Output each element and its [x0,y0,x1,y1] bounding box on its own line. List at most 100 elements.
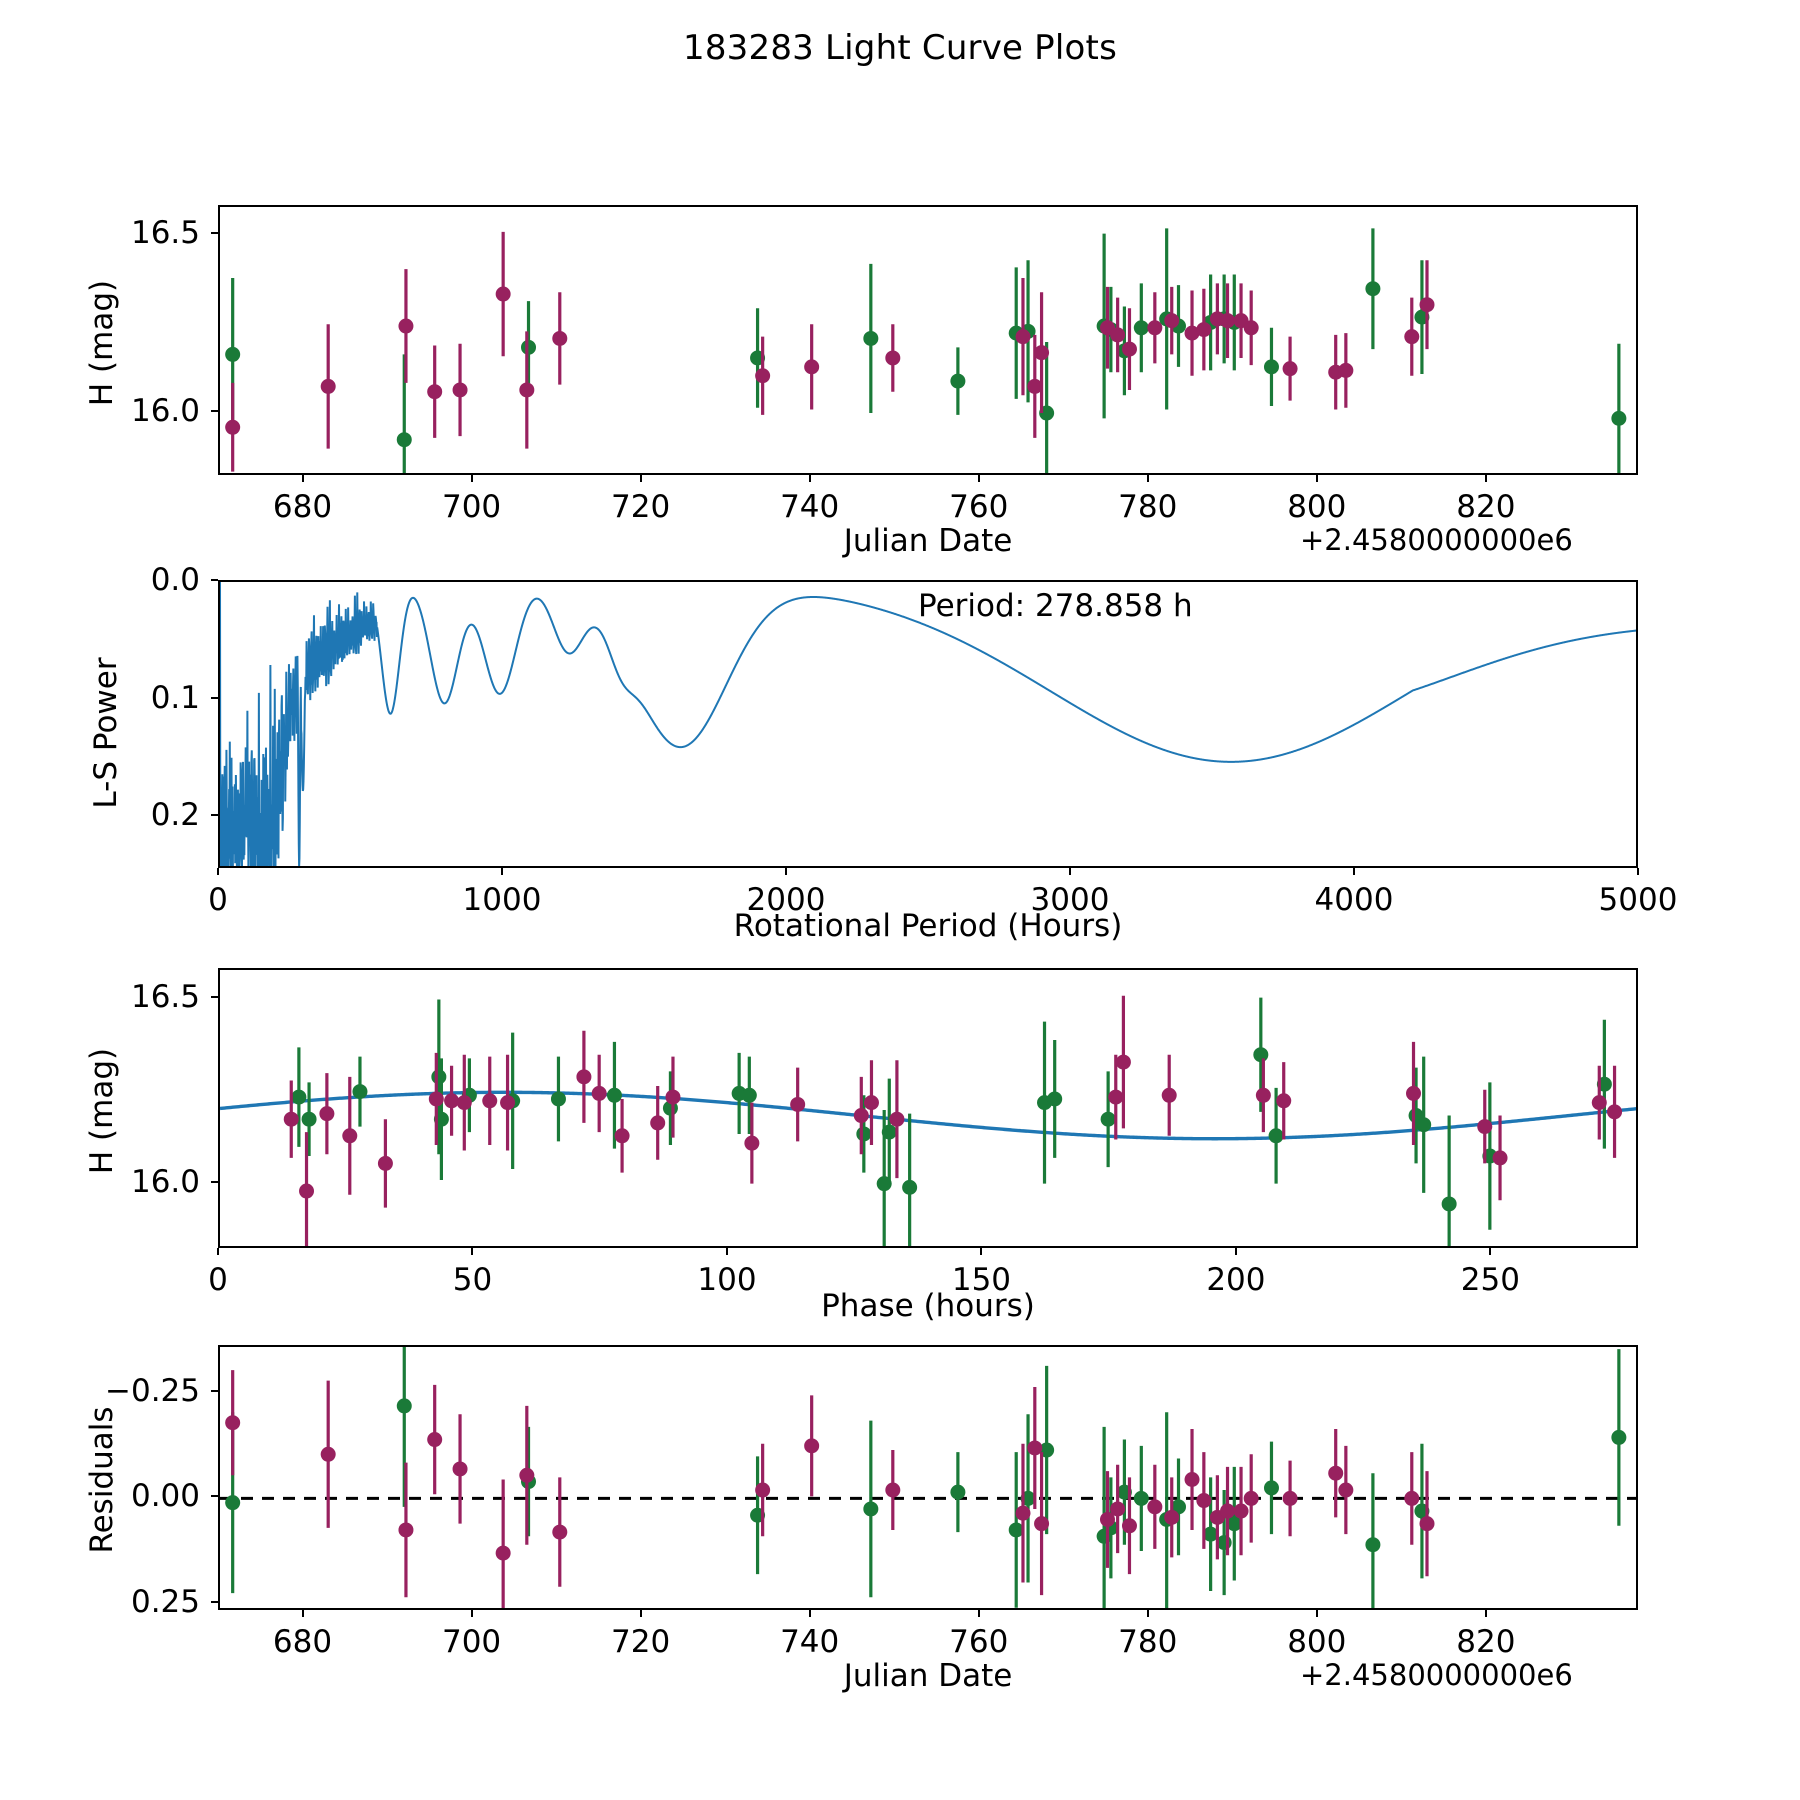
figure-title: 183283 Light Curve Plots [683,28,1117,68]
data-point [1147,320,1163,336]
data-point [1110,327,1126,343]
x-tickmark [639,475,642,482]
periodogram-ylabel: L-S Power [88,657,124,809]
data-point [452,382,468,398]
data-point [552,330,568,346]
data-point [1416,1117,1432,1133]
y-tickmark [211,1495,218,1498]
data-point [1338,1482,1354,1498]
data-point [1365,1537,1381,1553]
data-point [299,1183,315,1199]
data-point [1047,1091,1063,1107]
data-point [591,1085,607,1101]
data-point [521,339,537,355]
data-point [550,1091,566,1107]
data-point [1133,1490,1149,1506]
x-tick-label: 820 [1456,489,1516,525]
y-tickmark [211,232,218,235]
data-point [1196,1493,1212,1509]
data-point [1196,322,1212,338]
data-point [1100,1511,1115,1527]
data-point [1015,329,1031,345]
data-point [1611,1429,1627,1445]
data-point [1365,281,1381,297]
x-tick-label: 700 [441,1624,502,1660]
y-tick-label: 0.00 [130,1478,200,1515]
x-tickmark [725,1248,728,1255]
data-point [1027,378,1043,394]
y-tick-label: 0.2 [150,797,200,834]
data-point [1220,313,1236,329]
x-tick-label: 150 [951,1262,1012,1298]
data-point [552,1524,568,1540]
data-point [1268,1128,1284,1144]
y-tick-label: 16.5 [130,979,200,1016]
data-point [225,419,241,435]
data-point [744,1135,760,1151]
data-point [1115,1054,1131,1070]
x-tick-label: 3000 [1030,882,1110,918]
x-tick-label: 4000 [1314,882,1394,918]
data-point [1263,359,1279,375]
data-point [1184,325,1200,341]
series-purple [225,231,1435,472]
x-tick-label: 780 [1118,489,1178,525]
x-tickmark [501,868,503,875]
x-tickmark [1146,1610,1149,1617]
x-tickmark [1353,868,1355,875]
data-point [741,1087,757,1103]
data-point [1477,1119,1493,1135]
data-point [950,1484,966,1500]
y-tickmark [211,1600,218,1603]
residuals-plot-area [218,1345,1638,1610]
data-point [1255,1087,1271,1103]
series-purple [225,1370,1435,1608]
x-tick-label: 680 [272,489,333,525]
x-tick-label: 740 [780,489,840,525]
y-tick-label: 0.0 [150,562,200,598]
data-point [1404,329,1420,345]
x-tickmark [470,475,473,482]
data-point [881,1124,897,1140]
x-tickmark [471,1248,474,1255]
x-tick-label: 100 [697,1262,757,1298]
data-point [1164,1509,1180,1525]
x-tickmark [808,475,811,482]
data-point [225,1495,241,1511]
periodogram-canvas [220,582,1636,866]
y-tick-label: 0.1 [150,679,200,716]
data-point [456,1095,472,1111]
data-point [396,1398,412,1414]
data-point [856,1126,872,1142]
data-point [1164,313,1180,329]
data-point [1034,345,1050,361]
data-point [606,1087,622,1103]
x-tickmark [639,1610,642,1617]
data-point [950,373,966,389]
data-point [342,1128,358,1144]
data-point [1147,1499,1163,1515]
periodogram-xlabel: Rotational Period (Hours) [733,908,1123,944]
data-point [301,1111,317,1127]
data-point [320,1446,336,1462]
x-tick-label: 200 [1206,1262,1266,1298]
x-tickmark [1146,475,1149,482]
data-point [755,1482,771,1498]
periodogram-plot-area [218,580,1638,868]
x-tickmark [470,1610,473,1617]
phasefold-canvas [220,995,1636,1246]
x-tick-label: 2000 [746,882,826,918]
data-point [396,432,412,448]
data-point [1027,1440,1043,1456]
data-point [885,350,901,366]
data-point [320,378,336,394]
data-point [790,1096,806,1112]
x-tick-label: 820 [1456,1624,1516,1660]
periodogram-line [220,582,1636,866]
y-tickmark [211,410,218,413]
data-point [650,1115,666,1131]
data-point [482,1093,498,1109]
data-point [1015,1505,1031,1521]
data-point [283,1111,299,1127]
x-tickmark [301,475,304,482]
